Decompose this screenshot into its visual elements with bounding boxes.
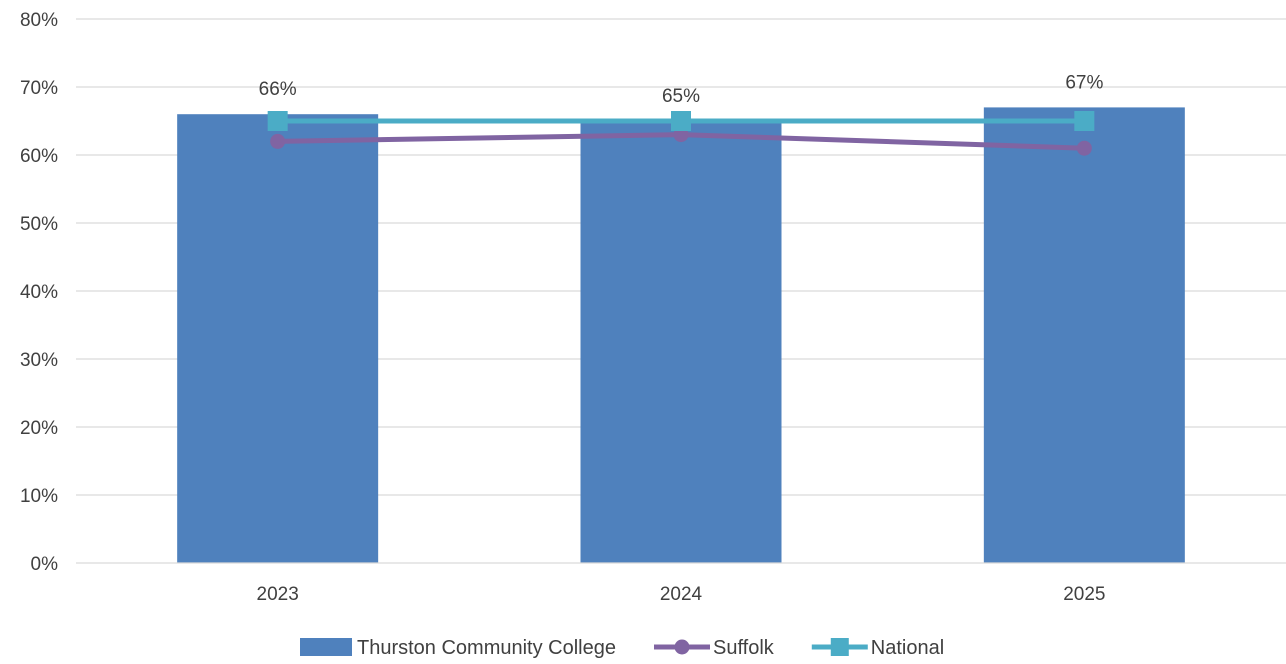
x-tick-label: 2023: [257, 584, 299, 605]
legend: Thurston Community College Suffolk Nationa…: [300, 637, 944, 659]
legend-label: Thurston Community College: [357, 637, 616, 659]
line-point: [1076, 140, 1092, 156]
line-point: [1074, 111, 1095, 131]
data-label: 66%: [259, 79, 297, 100]
legend-item: Thurston Community College: [300, 637, 616, 659]
bar: [580, 121, 782, 563]
legend-label: National: [871, 637, 944, 659]
x-axis-ticks: 2023 2024 2025: [257, 584, 1106, 605]
y-tick-label: 10%: [20, 486, 58, 507]
legend-label: Suffolk: [713, 637, 775, 659]
legend-item: National: [811, 637, 944, 659]
data-labels: 66% 65% 67%: [259, 72, 1104, 107]
y-tick-label: 0%: [31, 554, 59, 575]
x-tick-label: 2024: [660, 584, 703, 605]
line-point: [671, 111, 691, 131]
y-tick-label: 80%: [20, 10, 58, 31]
line-point: [270, 133, 286, 149]
data-label: 65%: [662, 86, 700, 107]
lines: [267, 111, 1095, 156]
y-tick-label: 60%: [20, 146, 58, 167]
x-tick-label: 2025: [1063, 584, 1105, 605]
bars: [177, 107, 1185, 564]
legend-item: Suffolk: [654, 637, 775, 659]
bar: [177, 114, 379, 563]
legend-swatch: [300, 638, 352, 656]
bar: [983, 107, 1185, 564]
y-tick-label: 30%: [20, 350, 58, 371]
line-point: [267, 111, 288, 131]
y-tick-label: 40%: [20, 282, 58, 303]
data-label: 67%: [1065, 72, 1103, 93]
legend-marker: [830, 638, 849, 656]
y-tick-label: 50%: [20, 214, 58, 235]
y-tick-label: 70%: [20, 78, 58, 99]
y-tick-label: 20%: [20, 418, 58, 439]
y-axis-ticks: 0% 10% 20% 30% 40% 50% 60% 70% 80%: [20, 10, 58, 575]
legend-marker: [674, 639, 690, 655]
